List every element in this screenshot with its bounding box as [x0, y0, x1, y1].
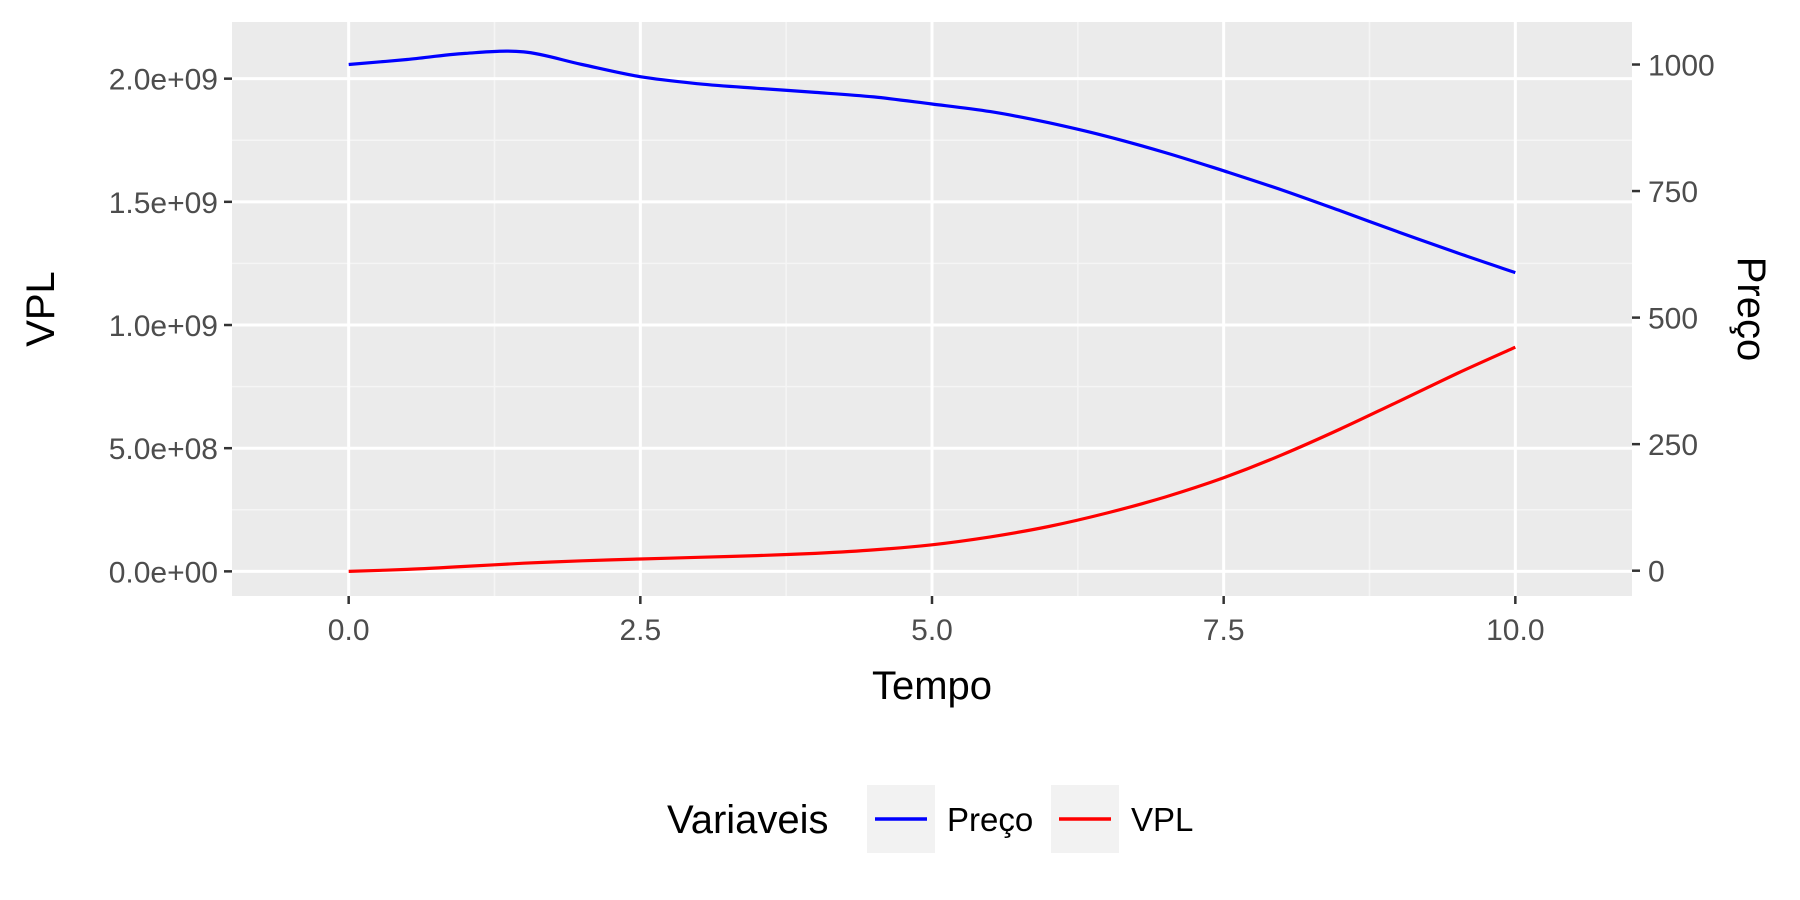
x-tick-label: 10.0 — [1486, 614, 1544, 647]
series-line-preco — [348, 49, 1516, 275]
y2-axis-title: Preço — [1729, 257, 1773, 362]
left-axis: 0.0e+00 5.0e+08 1.0e+09 1.5e+09 2.0e+09 — [109, 64, 232, 589]
y2-tick-label: 750 — [1648, 176, 1698, 209]
y2-tick-label: 250 — [1648, 429, 1698, 462]
y-tick-label: 2.0e+09 — [109, 64, 218, 97]
x-tick-label: 2.5 — [619, 614, 661, 647]
x-tick-label: 5.0 — [911, 614, 953, 647]
x-tick-label: 0.0 — [328, 614, 370, 647]
series-line-vpl — [348, 345, 1516, 573]
x-tick-label: 7.5 — [1203, 614, 1245, 647]
bottom-axis: 0.0 2.5 5.0 7.5 10.0 — [328, 596, 1545, 647]
legend-title: Variaveis — [667, 798, 829, 842]
legend-items: Preço VPL — [867, 785, 1193, 853]
x-axis-title: Tempo — [872, 664, 992, 708]
y-tick-label: 1.5e+09 — [109, 187, 218, 220]
right-axis: 0 250 500 750 1000 — [1632, 50, 1715, 589]
y2-tick-label: 500 — [1648, 303, 1698, 336]
y-tick-label: 0.0e+00 — [109, 556, 218, 589]
y-axis-title: VPL — [19, 271, 63, 347]
major-gridlines — [232, 22, 1632, 596]
series-lines — [348, 49, 1516, 573]
legend-label-vpl: VPL — [1131, 801, 1193, 838]
legend-label-preco: Preço — [947, 801, 1033, 838]
legend: Variaveis Preço VPL — [667, 785, 1193, 853]
y2-tick-label: 1000 — [1648, 50, 1715, 83]
y2-tick-label: 0 — [1648, 556, 1665, 589]
y-tick-label: 1.0e+09 — [109, 310, 218, 343]
y-tick-label: 5.0e+08 — [109, 433, 218, 466]
